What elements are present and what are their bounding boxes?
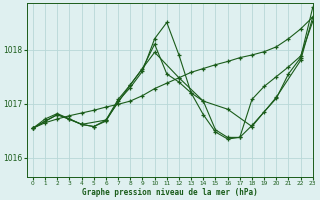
X-axis label: Graphe pression niveau de la mer (hPa): Graphe pression niveau de la mer (hPa) bbox=[82, 188, 258, 197]
